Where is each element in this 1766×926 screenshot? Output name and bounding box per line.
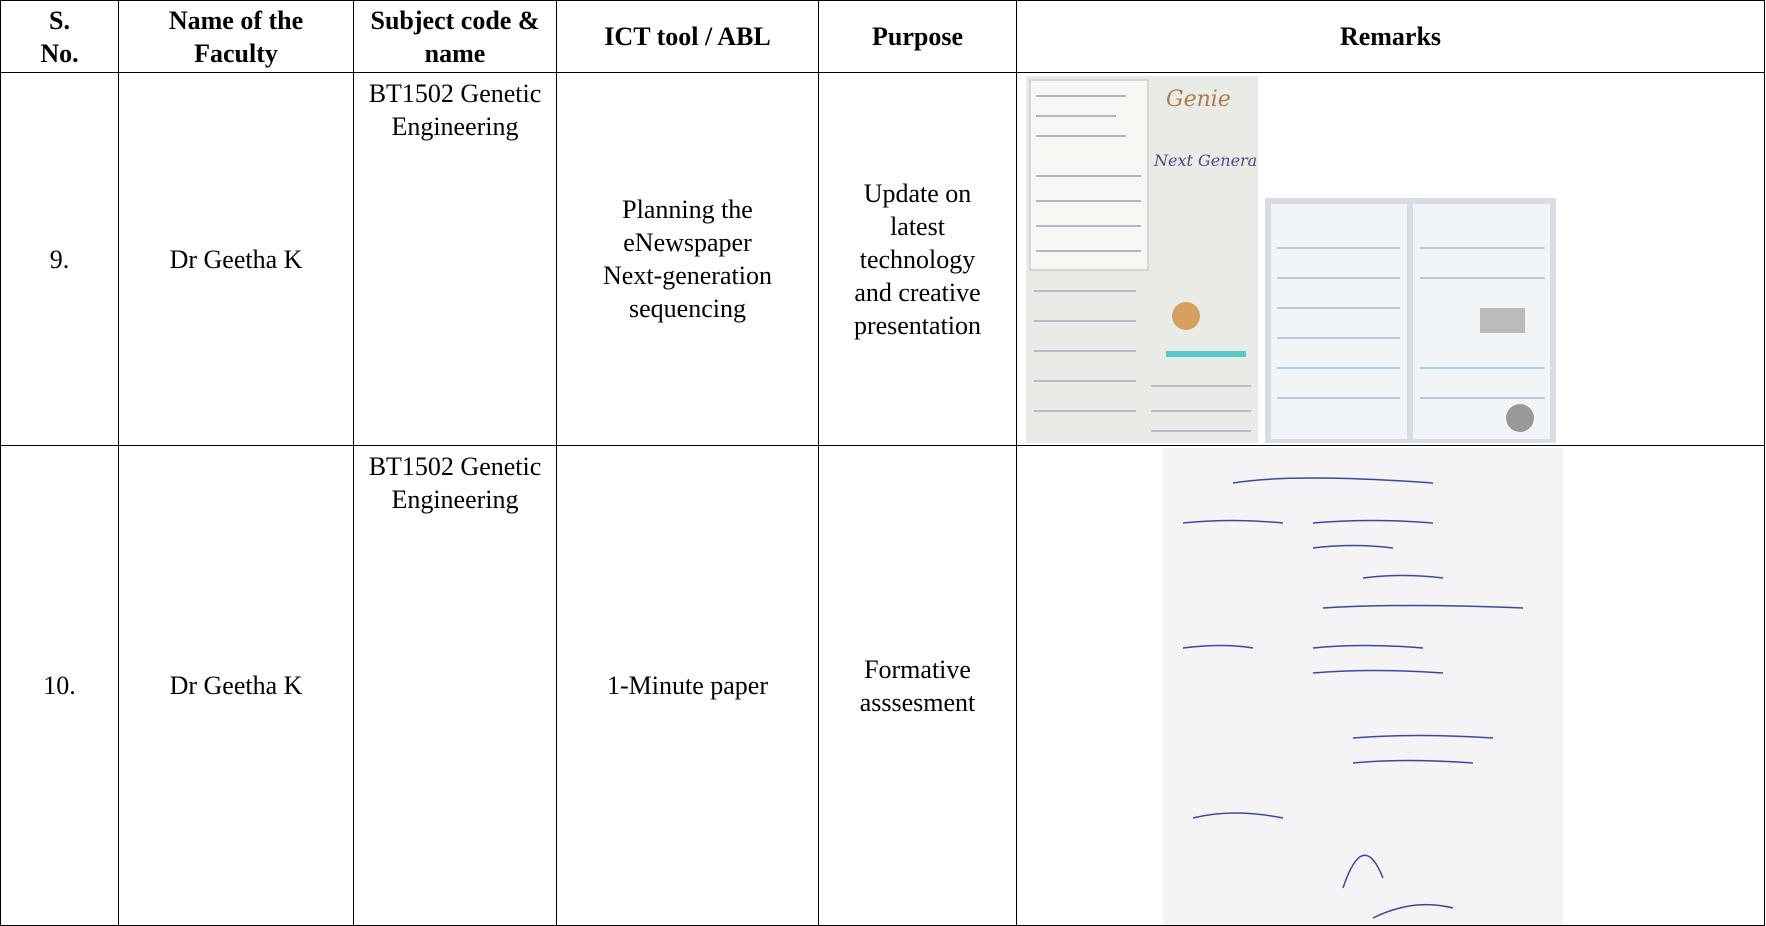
cell-line: presentation (853, 310, 982, 340)
cell-line: eNewspaper (623, 228, 752, 257)
newspaper-photo-2 (1265, 198, 1556, 443)
header-cell: Remarks (1016, 0, 1765, 73)
cell-line: Purpose (872, 22, 963, 51)
header-cell: Purpose (818, 0, 1017, 73)
svg-text:Genie: Genie (1166, 87, 1231, 112)
table-cell: 10. (0, 445, 119, 926)
table-cell: BT1502 Genetic Engineering (353, 72, 557, 446)
cell-line: name (424, 38, 486, 68)
cell-line: S. (49, 5, 70, 35)
cell-line: and creative (854, 277, 981, 307)
cell-line: asssesment (859, 687, 976, 717)
cell-line: No. (40, 38, 79, 68)
cell-line: Formative (864, 654, 971, 684)
header-cell: S. No. (0, 0, 119, 73)
table-cell: Formative asssesment (818, 445, 1017, 926)
table-cell: 9. (0, 72, 119, 446)
cell-line: sequencing (629, 294, 746, 323)
cell-line: 9. (49, 244, 70, 274)
newspaper-photo-1: Genie Next Generation (1026, 76, 1258, 443)
handwritten-note-photo (1163, 448, 1563, 925)
cell-line: Next-generation (603, 261, 772, 290)
cell-line: Name of the (168, 5, 304, 35)
table-cell: Dr Geetha K (118, 72, 354, 446)
cell-line: 10. (43, 671, 76, 700)
svg-text:Next Generation: Next Generation (1153, 151, 1258, 170)
cell-line: Update on (863, 178, 972, 208)
cell-line: Remarks (1339, 22, 1442, 51)
cell-line: Engineering (391, 112, 519, 141)
table-cell: BT1502 Genetic Engineering (353, 445, 557, 926)
header-cell: Name of the Faculty (118, 0, 354, 73)
cell-line: Dr Geetha K (169, 671, 303, 700)
header-cell: ICT tool / ABL (556, 0, 819, 73)
cell-line: Planning the (622, 195, 753, 224)
table-cell: Planning the eNewspaper Next-generation seq… (556, 72, 819, 446)
cell-line: latest (890, 211, 945, 241)
cell-line: Subject code & (370, 5, 540, 35)
table-cell: Update on latest technology and creative pre… (818, 72, 1017, 446)
header-cell: Subject code & name (353, 0, 557, 73)
cell-line: Dr Geetha K (169, 244, 303, 274)
cell-line: BT1502 Genetic (368, 79, 542, 108)
cell-line: BT1502 Genetic (368, 452, 542, 481)
header-row: S. No. Name of the Faculty Subject code & nam… (0, 0, 1765, 73)
cell-line: technology (859, 244, 976, 274)
cell-line: Faculty (194, 38, 278, 68)
table-cell: Dr Geetha K (118, 445, 354, 926)
table-cell: 1-Minute paper (556, 445, 819, 926)
cell-line: 1-Minute paper (606, 671, 768, 700)
cell-line: Engineering (391, 485, 519, 514)
cell-line: ICT tool / ABL (604, 22, 771, 51)
